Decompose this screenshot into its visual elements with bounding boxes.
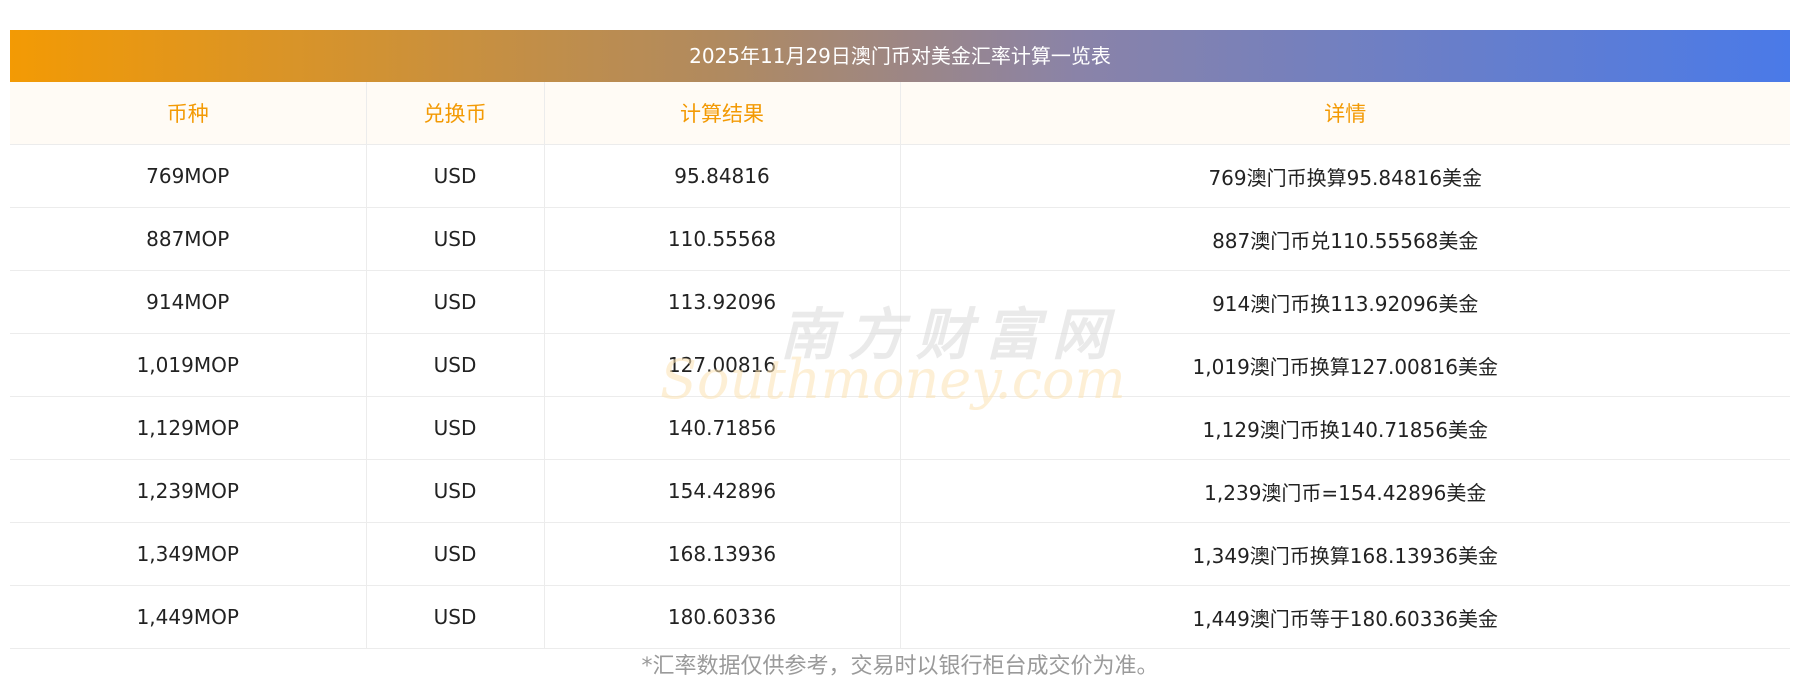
- target-cell: USD: [366, 144, 545, 208]
- detail-cell: 1,349澳门币换算168.13936美金: [900, 522, 1790, 586]
- detail-cell: 1,019澳门币换算127.00816美金: [900, 333, 1790, 397]
- table-row: 769MOP USD 95.84816 769澳门币换算95.84816美金: [10, 144, 1790, 208]
- result-cell: 154.42896: [544, 459, 901, 523]
- detail-cell: 914澳门币换113.92096美金: [900, 270, 1790, 334]
- target-cell: USD: [366, 396, 545, 460]
- result-cell: 168.13936: [544, 522, 901, 586]
- target-cell: USD: [366, 459, 545, 523]
- target-cell: USD: [366, 207, 545, 271]
- column-header-target-currency: 兑换币: [366, 82, 545, 145]
- currency-cell: 1,239MOP: [10, 459, 367, 523]
- exchange-rate-table: 币种 兑换币 计算结果 详情 769MOP USD 95.84816 769澳门…: [10, 82, 1790, 649]
- currency-cell: 1,019MOP: [10, 333, 367, 397]
- table-row: 1,349MOP USD 168.13936 1,349澳门币换算168.139…: [10, 522, 1790, 586]
- result-cell: 110.55568: [544, 207, 901, 271]
- target-cell: USD: [366, 333, 545, 397]
- currency-cell: 1,349MOP: [10, 522, 367, 586]
- currency-cell: 1,129MOP: [10, 396, 367, 460]
- result-cell: 95.84816: [544, 144, 901, 208]
- column-header-detail: 详情: [900, 82, 1790, 145]
- table-row: 1,239MOP USD 154.42896 1,239澳门币=154.4289…: [10, 459, 1790, 523]
- target-cell: USD: [366, 270, 545, 334]
- rate-table-container: 2025年11月29日澳门币对美金汇率计算一览表 币种 兑换币 计算结果 详情 …: [10, 30, 1790, 649]
- table-header-row: 币种 兑换币 计算结果 详情: [10, 82, 1790, 145]
- detail-cell: 1,239澳门币=154.42896美金: [900, 459, 1790, 523]
- result-cell: 140.71856: [544, 396, 901, 460]
- disclaimer-footnote: *汇率数据仅供参考，交易时以银行柜台成交价为准。: [641, 654, 1159, 679]
- target-cell: USD: [366, 522, 545, 586]
- table-row: 1,449MOP USD 180.60336 1,449澳门币等于180.603…: [10, 585, 1790, 649]
- currency-cell: 769MOP: [10, 144, 367, 208]
- table-row: 1,019MOP USD 127.00816 1,019澳门币换算127.008…: [10, 333, 1790, 397]
- result-cell: 113.92096: [544, 270, 901, 334]
- detail-cell: 1,449澳门币等于180.60336美金: [900, 585, 1790, 649]
- result-cell: 127.00816: [544, 333, 901, 397]
- detail-cell: 769澳门币换算95.84816美金: [900, 144, 1790, 208]
- table-row: 887MOP USD 110.55568 887澳门币兑110.55568美金: [10, 207, 1790, 271]
- detail-cell: 1,129澳门币换140.71856美金: [900, 396, 1790, 460]
- currency-cell: 887MOP: [10, 207, 367, 271]
- column-header-currency: 币种: [10, 82, 367, 145]
- table-row: 1,129MOP USD 140.71856 1,129澳门币换140.7185…: [10, 396, 1790, 460]
- table-title: 2025年11月29日澳门币对美金汇率计算一览表: [10, 30, 1790, 82]
- column-header-result: 计算结果: [544, 82, 901, 145]
- currency-cell: 1,449MOP: [10, 585, 367, 649]
- result-cell: 180.60336: [544, 585, 901, 649]
- detail-cell: 887澳门币兑110.55568美金: [900, 207, 1790, 271]
- currency-cell: 914MOP: [10, 270, 367, 334]
- table-row: 914MOP USD 113.92096 914澳门币换113.92096美金: [10, 270, 1790, 334]
- target-cell: USD: [366, 585, 545, 649]
